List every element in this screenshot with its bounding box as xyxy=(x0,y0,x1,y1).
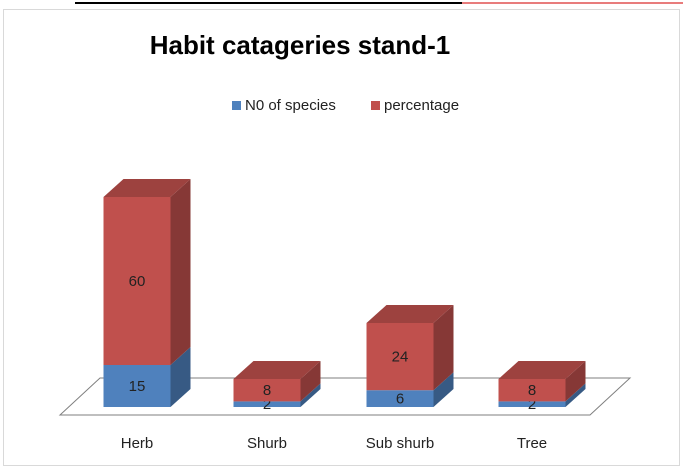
value-label: 2 xyxy=(528,396,536,413)
bar-top xyxy=(233,361,321,379)
x-tick-label: Sub shurb xyxy=(366,435,434,452)
bar-top xyxy=(103,179,191,197)
bar-top xyxy=(366,305,454,323)
bar xyxy=(233,379,301,402)
bar xyxy=(233,401,301,407)
chart-title: Habit catageries stand-1 xyxy=(150,30,451,60)
legend-swatch xyxy=(232,101,241,110)
bar-top xyxy=(498,361,586,379)
legend-swatch xyxy=(371,101,380,110)
value-label: 24 xyxy=(392,349,409,366)
bar xyxy=(103,365,171,407)
value-label: 6 xyxy=(396,391,404,408)
bar-side xyxy=(565,383,586,407)
floor xyxy=(58,377,632,416)
bar-side xyxy=(300,361,321,402)
bar xyxy=(498,379,566,402)
x-tick-label: Herb xyxy=(121,435,154,452)
value-label: 15 xyxy=(129,378,146,395)
bar-side xyxy=(170,347,191,407)
x-tick-label: Tree xyxy=(517,435,547,452)
bar-side xyxy=(565,361,586,402)
legend-label: N0 of species xyxy=(245,97,336,114)
bar-side xyxy=(433,372,454,407)
x-tick-label: Shurb xyxy=(247,435,287,452)
bar xyxy=(498,401,566,407)
value-label: 60 xyxy=(129,273,146,290)
bar xyxy=(103,197,171,365)
value-label: 8 xyxy=(528,382,536,399)
bar-side xyxy=(170,179,191,365)
value-label: 2 xyxy=(263,396,271,413)
chart-frame xyxy=(3,9,680,466)
legend-label: percentage xyxy=(384,97,459,114)
bar xyxy=(366,390,434,407)
bar xyxy=(366,323,434,391)
bar-side xyxy=(433,305,454,391)
value-label: 8 xyxy=(263,382,271,399)
bar-side xyxy=(300,383,321,407)
